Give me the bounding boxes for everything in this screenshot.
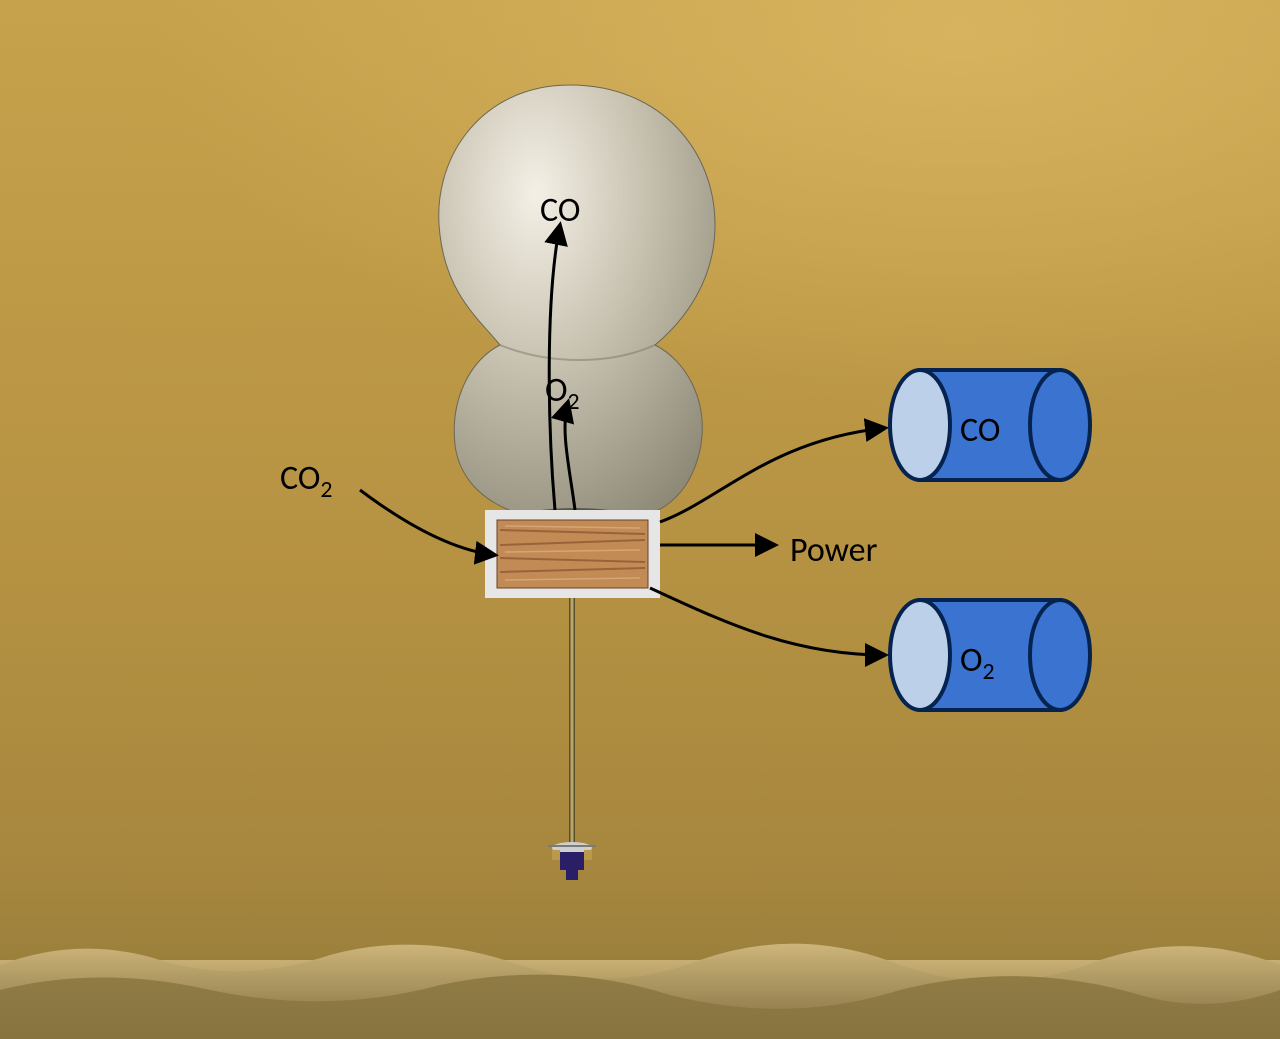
label-o2-balloon-sub: 2 [568,387,580,416]
label-co-balloon: CO [540,190,580,236]
label-power: Power [790,530,877,571]
label-co-cyl: CO [960,410,1000,456]
label-power-text: Power [790,530,877,571]
label-co2-text: CO [280,458,320,499]
label-o2-balloon: O2 [545,370,580,416]
label-o2-balloon-text: O [545,370,568,411]
label-co-balloon-text: CO [540,190,580,231]
label-co2-sub: 2 [320,475,332,504]
label-o2-cyl-sub: 2 [983,657,995,686]
label-co2: CO2 [280,458,332,504]
label-o2-cyl: O2 [960,640,995,686]
diagram-svg [0,0,1280,1039]
balloon [439,85,715,528]
processor-box [485,510,660,598]
label-co-cyl-text: CO [960,410,1000,451]
diagram-stage: CO2 CO O2 Power CO O2 [0,0,1280,1039]
label-o2-cyl-text: O [960,640,983,681]
